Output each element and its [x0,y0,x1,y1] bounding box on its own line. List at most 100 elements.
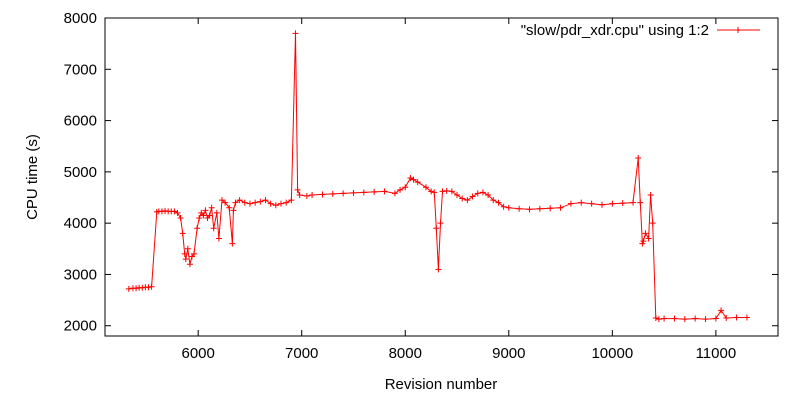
data-point [360,189,367,196]
data-point [309,191,316,198]
plot-frame [104,17,779,337]
x-tick-label: 6000 [181,345,214,362]
data-point [210,225,217,232]
series-layer [125,30,750,323]
data-point [236,197,243,204]
legend: "slow/pdr_xdr.cpu" using 1:2 [521,22,760,39]
data-point [609,200,616,207]
data-point [547,205,554,212]
data-point [397,186,404,193]
data-point [139,284,146,291]
data-point [133,285,140,292]
data-point [292,30,299,37]
data-point [145,284,152,291]
data-point [230,207,237,214]
y-tick-label: 7000 [64,61,97,78]
data-point [712,315,719,322]
y-tick-label: 3000 [64,266,97,283]
data-point [640,238,647,245]
data-point [226,204,233,211]
data-point [557,204,564,211]
data-point [125,285,132,292]
data-point [194,225,201,232]
data-point [505,204,512,211]
data-point [639,240,646,247]
x-tick-label: 11000 [696,345,737,362]
data-point [490,197,497,204]
data-point [294,186,301,193]
data-point [526,206,533,213]
data-point [743,314,750,321]
data-point [262,197,269,204]
data-point [179,230,186,237]
data-point [200,212,207,219]
data-point [184,245,191,252]
data-point [649,220,656,227]
data-point [206,212,213,219]
data-point [246,200,253,207]
data-point [288,197,295,204]
data-point [723,315,730,322]
data-point [655,316,662,323]
data-point [371,188,378,195]
data-point [257,198,264,205]
y-tick-label: 6000 [64,113,97,130]
data-point [196,215,203,222]
data-point [283,199,290,206]
data-point [181,250,188,257]
data-point [278,200,285,207]
data-point [495,199,502,206]
data-point [218,197,225,204]
data-point [414,179,421,186]
data-point [303,192,310,199]
data-point [267,200,274,207]
data-point [598,201,605,208]
data-point [182,256,189,263]
y-axis: 2000 3000 4000 5000 6000 7000 8000 [64,10,778,335]
y-tick-label: 5000 [64,164,97,181]
data-point [681,316,688,323]
x-tick-label: 7000 [285,345,318,362]
x-tick-label: 10000 [591,345,633,362]
data-point [213,209,220,216]
data-point [443,187,450,194]
legend-marker-sample [735,27,741,33]
data-point [431,189,438,196]
data-point [578,199,585,206]
data-point [174,209,181,216]
data-point [454,191,461,198]
y-tick-label: 4000 [64,215,97,232]
data-point [718,307,725,314]
data-point [422,184,429,191]
data-point [671,315,678,322]
data-point [381,188,388,195]
data-point [202,207,209,214]
data-point [692,315,699,322]
data-point [536,205,543,212]
data-point [171,208,178,215]
data-point [319,191,326,198]
y-tick-label: 2000 [64,318,97,335]
data-point [500,203,507,210]
data-point [229,240,236,247]
data-point [272,202,279,209]
data-point [630,199,637,206]
data-point [702,316,709,323]
x-axis: 6000 7000 8000 9000 10000 11000 [181,18,736,362]
data-point [433,225,440,232]
data-point [635,155,642,162]
data-point [177,215,184,222]
data-point [459,195,466,202]
data-point [637,199,644,206]
data-point [186,261,193,268]
data-point [485,191,492,198]
data-point [733,314,740,321]
data-point [148,283,155,290]
legend-label: "slow/pdr_xdr.cpu" using 1:2 [521,22,709,39]
data-point [437,220,444,227]
data-point [479,189,486,196]
data-point [296,191,303,198]
data-point [439,188,446,195]
data-point [252,199,259,206]
data-point [652,315,659,322]
